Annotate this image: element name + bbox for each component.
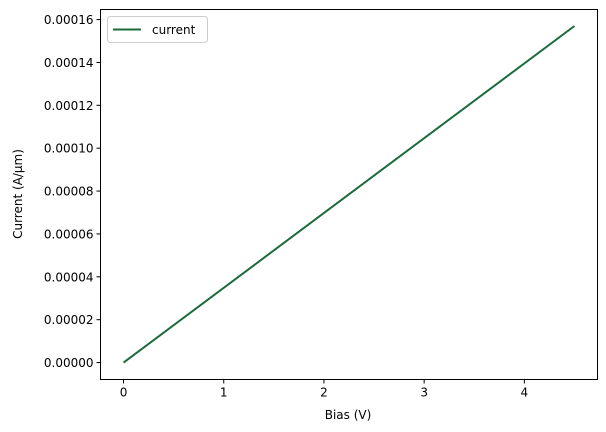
- legend: current: [107, 16, 208, 43]
- plot-frame: [100, 9, 598, 380]
- y-tick-label: 0.00008: [44, 185, 94, 199]
- y-tick-label: 0.00002: [44, 313, 94, 327]
- series-line-current: [122, 25, 576, 364]
- legend-box: [107, 16, 208, 43]
- y-tick-label: 0.00014: [44, 56, 94, 70]
- y-tick-label: 0.00010: [44, 142, 94, 156]
- y-tick-label: 0.00000: [44, 356, 94, 370]
- x-tick-label: 4: [521, 386, 529, 400]
- y-axis-label: Current (A/μm): [11, 149, 25, 239]
- x-tick-label: 2: [320, 386, 328, 400]
- legend-label-current: current: [152, 23, 196, 37]
- x-tick-label: 0: [120, 386, 128, 400]
- y-tick-label: 0.00004: [44, 270, 94, 284]
- y-tick-label: 0.00012: [44, 99, 94, 113]
- x-tick-label: 1: [220, 386, 228, 400]
- y-tick-label: 0.00006: [44, 227, 94, 241]
- x-axis-label: Bias (V): [325, 408, 372, 422]
- x-tick-label: 3: [420, 386, 428, 400]
- y-tick-label: 0.00016: [44, 13, 94, 27]
